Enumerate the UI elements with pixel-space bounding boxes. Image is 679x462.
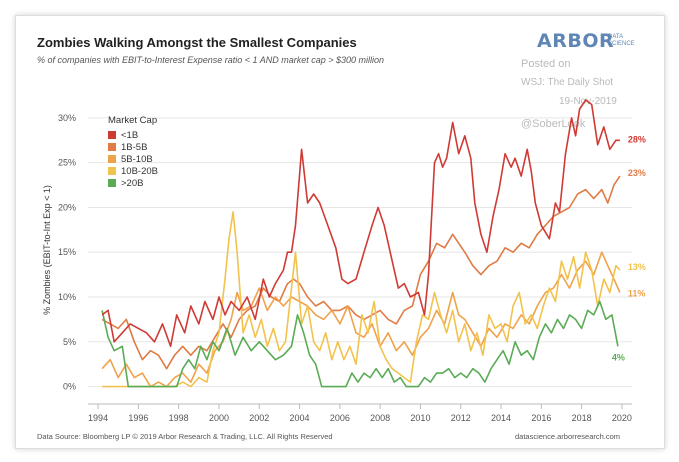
y-tick-label: 0% xyxy=(63,382,76,392)
x-tick-label: 1998 xyxy=(169,413,189,423)
x-tick-label: 2014 xyxy=(491,413,511,423)
y-tick-label: 25% xyxy=(58,158,76,168)
end-label-1: 23% xyxy=(628,168,646,178)
chart-title: Zombies Walking Amongst the Smallest Com… xyxy=(37,35,357,50)
y-tick-label: 10% xyxy=(58,292,76,302)
legend-swatch xyxy=(108,131,116,139)
x-tick-label: 2016 xyxy=(531,413,551,423)
x-tick-label: 2012 xyxy=(451,413,471,423)
x-tick-label: 2020 xyxy=(612,413,632,423)
chart-lines xyxy=(101,99,621,388)
legend-item: <1B xyxy=(108,129,158,141)
chart-subtitle: % of companies with EBIT-to-Interest Exp… xyxy=(37,55,384,65)
y-tick-label: 15% xyxy=(58,247,76,257)
legend-swatch xyxy=(108,155,116,163)
end-label-3: 13% xyxy=(628,262,646,272)
series-line-1 xyxy=(101,175,621,370)
legend-item: 1B-5B xyxy=(108,141,158,153)
watermark-line-2: WSJ: The Daily Shot xyxy=(521,77,614,88)
end-label-4: 4% xyxy=(612,352,625,362)
x-tick-label: 1994 xyxy=(88,413,108,423)
x-tick-label: 2006 xyxy=(330,413,350,423)
x-tick-label: 2018 xyxy=(572,413,592,423)
y-axis-label: % Zombies (EBIT-to-Int Exp < 1) xyxy=(42,185,52,315)
legend-swatch xyxy=(108,179,116,187)
series-line-4 xyxy=(101,300,619,388)
y-tick-label: 30% xyxy=(58,113,76,123)
legend-label: <1B xyxy=(121,129,139,141)
end-label-0: 28% xyxy=(628,134,646,144)
x-tick-label: 2000 xyxy=(209,413,229,423)
chart-end-labels: 28% 23% 11% 13% 4% xyxy=(612,134,646,362)
x-tick-label: 2010 xyxy=(410,413,430,423)
logo-subtext: DATA SCIENCE xyxy=(608,34,635,47)
chart-legend: Market Cap <1B 1B-5B 5B-10B 10B-20B >20B xyxy=(108,115,158,189)
legend-swatch xyxy=(108,143,116,151)
legend-label: 10B-20B xyxy=(121,165,158,177)
series-line-0 xyxy=(101,99,620,348)
watermark-line-1: Posted on xyxy=(521,58,571,70)
legend-item: >20B xyxy=(108,177,158,189)
end-label-2: 11% xyxy=(628,289,646,299)
x-tick-label: 2004 xyxy=(290,413,310,423)
chart-axes: 0% 5% 10% 15% 20% 25% 30% 1994 1996 1998 2000 2002 2… xyxy=(42,113,632,423)
series-line-2 xyxy=(101,251,621,388)
legend-label: >20B xyxy=(121,177,144,189)
y-tick-label: 5% xyxy=(63,337,76,347)
legend-label: 5B-10B xyxy=(121,153,153,165)
x-tick-label: 2002 xyxy=(249,413,269,423)
legend-swatch xyxy=(108,167,116,175)
chart-frame xyxy=(15,15,665,449)
legend-item: 10B-20B xyxy=(108,165,158,177)
legend-label: 1B-5B xyxy=(121,141,148,153)
logo-wordmark: ARBOR xyxy=(537,30,615,52)
footer-source: Data Source: Bloomberg LP © 2019 Arbor R… xyxy=(37,432,333,441)
legend-title: Market Cap xyxy=(108,115,158,126)
footer-url: datascience.arborresearch.com xyxy=(515,432,621,441)
x-tick-label: 2008 xyxy=(370,413,390,423)
y-tick-label: 20% xyxy=(58,202,76,212)
arbor-logo: ARBOR DATA SCIENCE xyxy=(537,30,635,52)
series-line-3 xyxy=(102,211,621,388)
legend-item: 5B-10B xyxy=(108,153,158,165)
x-tick-label: 1996 xyxy=(128,413,148,423)
